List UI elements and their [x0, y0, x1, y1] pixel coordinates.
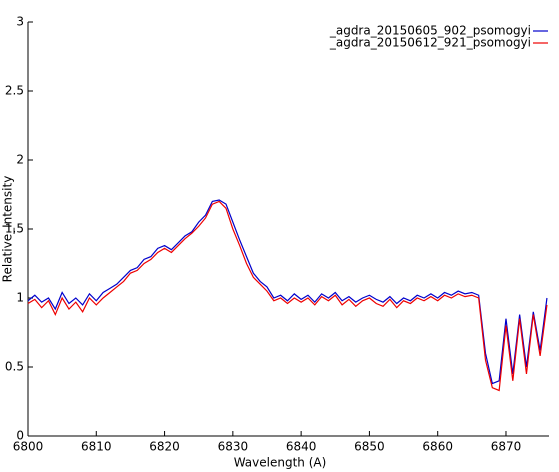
x-tick-label: 6830 — [218, 440, 249, 454]
y-axis-label: Relative_Intensity — [1, 176, 15, 283]
y-tick-label: 0 — [16, 429, 24, 443]
legend-label: _agdra_20150605_902_psomogyi — [329, 24, 531, 38]
x-tick-label: 6870 — [491, 440, 522, 454]
x-tick-label: 6820 — [149, 440, 180, 454]
y-tick-label: 0.5 — [5, 360, 24, 374]
x-tick-label: 6860 — [422, 440, 453, 454]
x-axis-label: Wavelength (A) — [234, 456, 327, 470]
y-tick-label: 2 — [16, 153, 24, 167]
y-tick-label: 2.5 — [5, 84, 24, 98]
x-tick-label: 6850 — [354, 440, 385, 454]
x-tick-label: 6810 — [81, 440, 112, 454]
x-tick-label: 6800 — [13, 440, 44, 454]
series-line — [27, 200, 548, 392]
y-tick-label: 3 — [16, 15, 24, 29]
legend-label: _agdra_20150612_921_psomogyi — [329, 36, 531, 50]
series-line — [27, 199, 548, 385]
x-tick-label: 6840 — [286, 440, 317, 454]
y-tick-label: 1 — [16, 291, 24, 305]
y-tick-label: 1.5 — [5, 222, 24, 236]
